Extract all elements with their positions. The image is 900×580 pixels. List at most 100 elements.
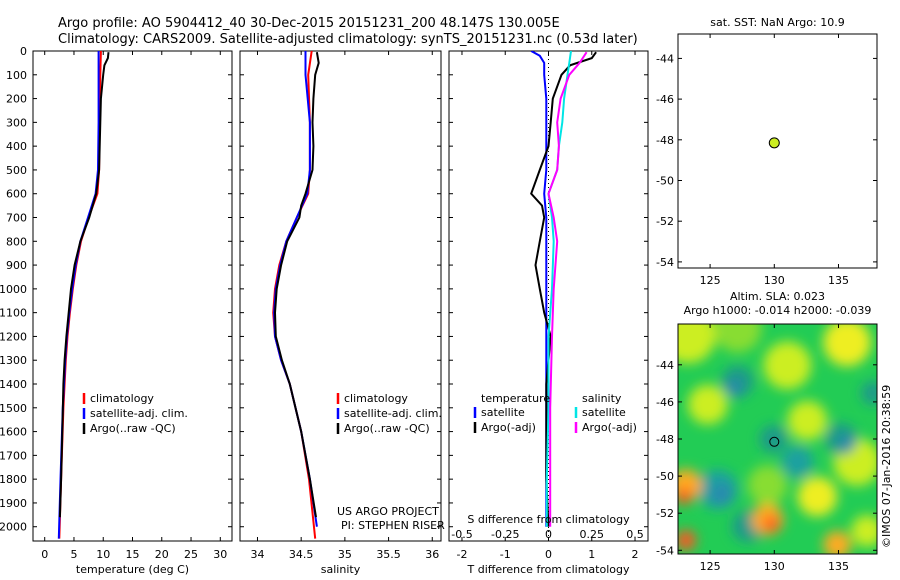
y-tick-label: -46 (656, 396, 674, 409)
x-tick-label: 130 (764, 274, 785, 287)
x-axis-label: salinity (321, 563, 361, 576)
y-tick-label: -50 (656, 175, 674, 188)
legend-label: Argo(..raw -QC) (90, 422, 176, 435)
difference-panel: -2 -1 0 1 2T difference from climatology S di… (448, 50, 649, 576)
series-line-argo-raw-qc- (273, 52, 320, 518)
legend-label: Argo(-adj) (582, 421, 637, 434)
y-tick-label: -48 (656, 433, 674, 446)
header-line1: Argo profile: AO 5904412_40 30-Dec-2015 … (58, 16, 560, 31)
sla-blob (781, 446, 814, 478)
sla-blob (678, 324, 716, 364)
series-group (530, 51, 597, 541)
y-tick-label: 1500 (0, 402, 27, 415)
y-tick-label: 600 (6, 188, 27, 201)
y-tick-label: 500 (6, 164, 27, 177)
x-tick-label: 36 (425, 548, 439, 561)
sla-blob (763, 341, 812, 390)
x-tick-label: -1 (500, 548, 511, 561)
sst-map-panel: sat. SST: NaN Argo: 10.9 -44 -46 -48 -50 -52 -… (656, 16, 878, 287)
x-tick-label: 125 (700, 274, 721, 287)
series-line-temperature-argo-adj- (530, 51, 597, 527)
sla-blob (725, 380, 742, 397)
legend-label: satellite (481, 406, 525, 419)
y-tick-label: 0 (20, 45, 27, 58)
argo-position-marker (769, 436, 780, 447)
x-tick-label: 125 (700, 560, 721, 573)
sla-blob (839, 435, 856, 452)
x-tick-label: 0 (545, 548, 552, 561)
x-axis-label: T difference from climatology (467, 563, 630, 576)
x-tick-label: 5 (70, 548, 77, 561)
sla-blob (823, 530, 852, 554)
y-tick-label: -52 (656, 507, 674, 520)
x-tick-label: 34.5 (289, 548, 314, 561)
x-tick-label: 25 (184, 548, 198, 561)
x-tick-label: 135 (828, 560, 849, 573)
legend-header-temperature: temperature (481, 392, 550, 405)
sla-blob (851, 515, 877, 547)
legend-label: climatology (90, 392, 154, 405)
y-tick-label: -54 (656, 256, 674, 269)
series-line-argo-raw-qc- (58, 52, 110, 518)
y-tick-label: 1700 (0, 449, 27, 462)
y-tick-label: 1800 (0, 473, 27, 486)
y-tick-label: 1000 (0, 283, 27, 296)
sla-blob (787, 400, 828, 441)
sla-subtitle: Argo h1000: -0.014 h2000: -0.039 (684, 304, 872, 317)
top-tick-label: 0.5 (626, 528, 644, 541)
p-sal-frame (239, 50, 442, 542)
top-tick-label: 0.25 (580, 528, 605, 541)
top-tick-label: -0.5 (451, 528, 472, 541)
credit-project: US ARGO PROJECT (337, 505, 439, 518)
temperature-panel: 0100200300400500600700800900100011001200… (0, 45, 233, 576)
series-group (272, 51, 320, 539)
sla-blob (678, 530, 696, 551)
credit-pi: PI: STEPHEN RISER (341, 519, 445, 532)
y-tick-label: -52 (656, 215, 674, 228)
y-tick-label: 400 (6, 140, 27, 153)
sla-blob (823, 324, 872, 367)
legend-label: satellite (582, 406, 626, 419)
sla-blob (713, 324, 762, 353)
x-tick-label: 0 (41, 548, 48, 561)
series-group (57, 51, 110, 539)
sla-blob (763, 516, 780, 533)
legend-label: Argo(..raw -QC) (344, 422, 430, 435)
salinity-panel: 34 34.5 35 35.5 36 salinity climatology satelli… (239, 50, 442, 576)
x-tick-label: 34 (250, 548, 264, 561)
x-tick-label: 35.5 (376, 548, 401, 561)
y-tick-label: 100 (6, 69, 27, 82)
x-tick-label: -2 (456, 548, 467, 561)
y-tick-label: 1200 (0, 330, 27, 343)
sla-title: Altim. SLA: 0.023 (730, 290, 825, 303)
y-tick-label: 800 (6, 235, 27, 248)
legend-header-salinity: salinity (582, 392, 622, 405)
y-tick-label: -44 (656, 359, 674, 372)
sla-blobs (678, 324, 877, 554)
top-tick-label: 0 (545, 528, 552, 541)
y-tick-label: 2000 (0, 521, 27, 534)
legend-label: satellite-adj. clim. (344, 407, 442, 420)
sla-blob (861, 381, 877, 405)
sla-blob (711, 484, 732, 505)
sst-title: sat. SST: NaN Argo: 10.9 (710, 16, 844, 29)
y-tick-label: -44 (656, 52, 674, 65)
x-tick-label: 2 (632, 548, 639, 561)
y-tick-label: -46 (656, 93, 674, 106)
y-tick-label: 1600 (0, 426, 27, 439)
legend-label: Argo(-adj) (481, 421, 536, 434)
y-tick-label: 300 (6, 116, 27, 129)
y-tick-label: -48 (656, 134, 674, 147)
x-tick-label: 30 (213, 548, 227, 561)
p-temp-frame (32, 50, 233, 542)
x-tick-label: 1 (588, 548, 595, 561)
y-tick-label: -54 (656, 544, 674, 557)
x-tick-label: 15 (126, 548, 140, 561)
sla-blob (747, 465, 788, 505)
imos-watermark: ©IMOS 07-Jan-2016 20:38:59 (880, 385, 893, 548)
y-tick-label: 900 (6, 259, 27, 272)
x-tick-label: 135 (828, 274, 849, 287)
header-line2: Climatology: CARS2009. Satellite-adjuste… (58, 32, 638, 47)
